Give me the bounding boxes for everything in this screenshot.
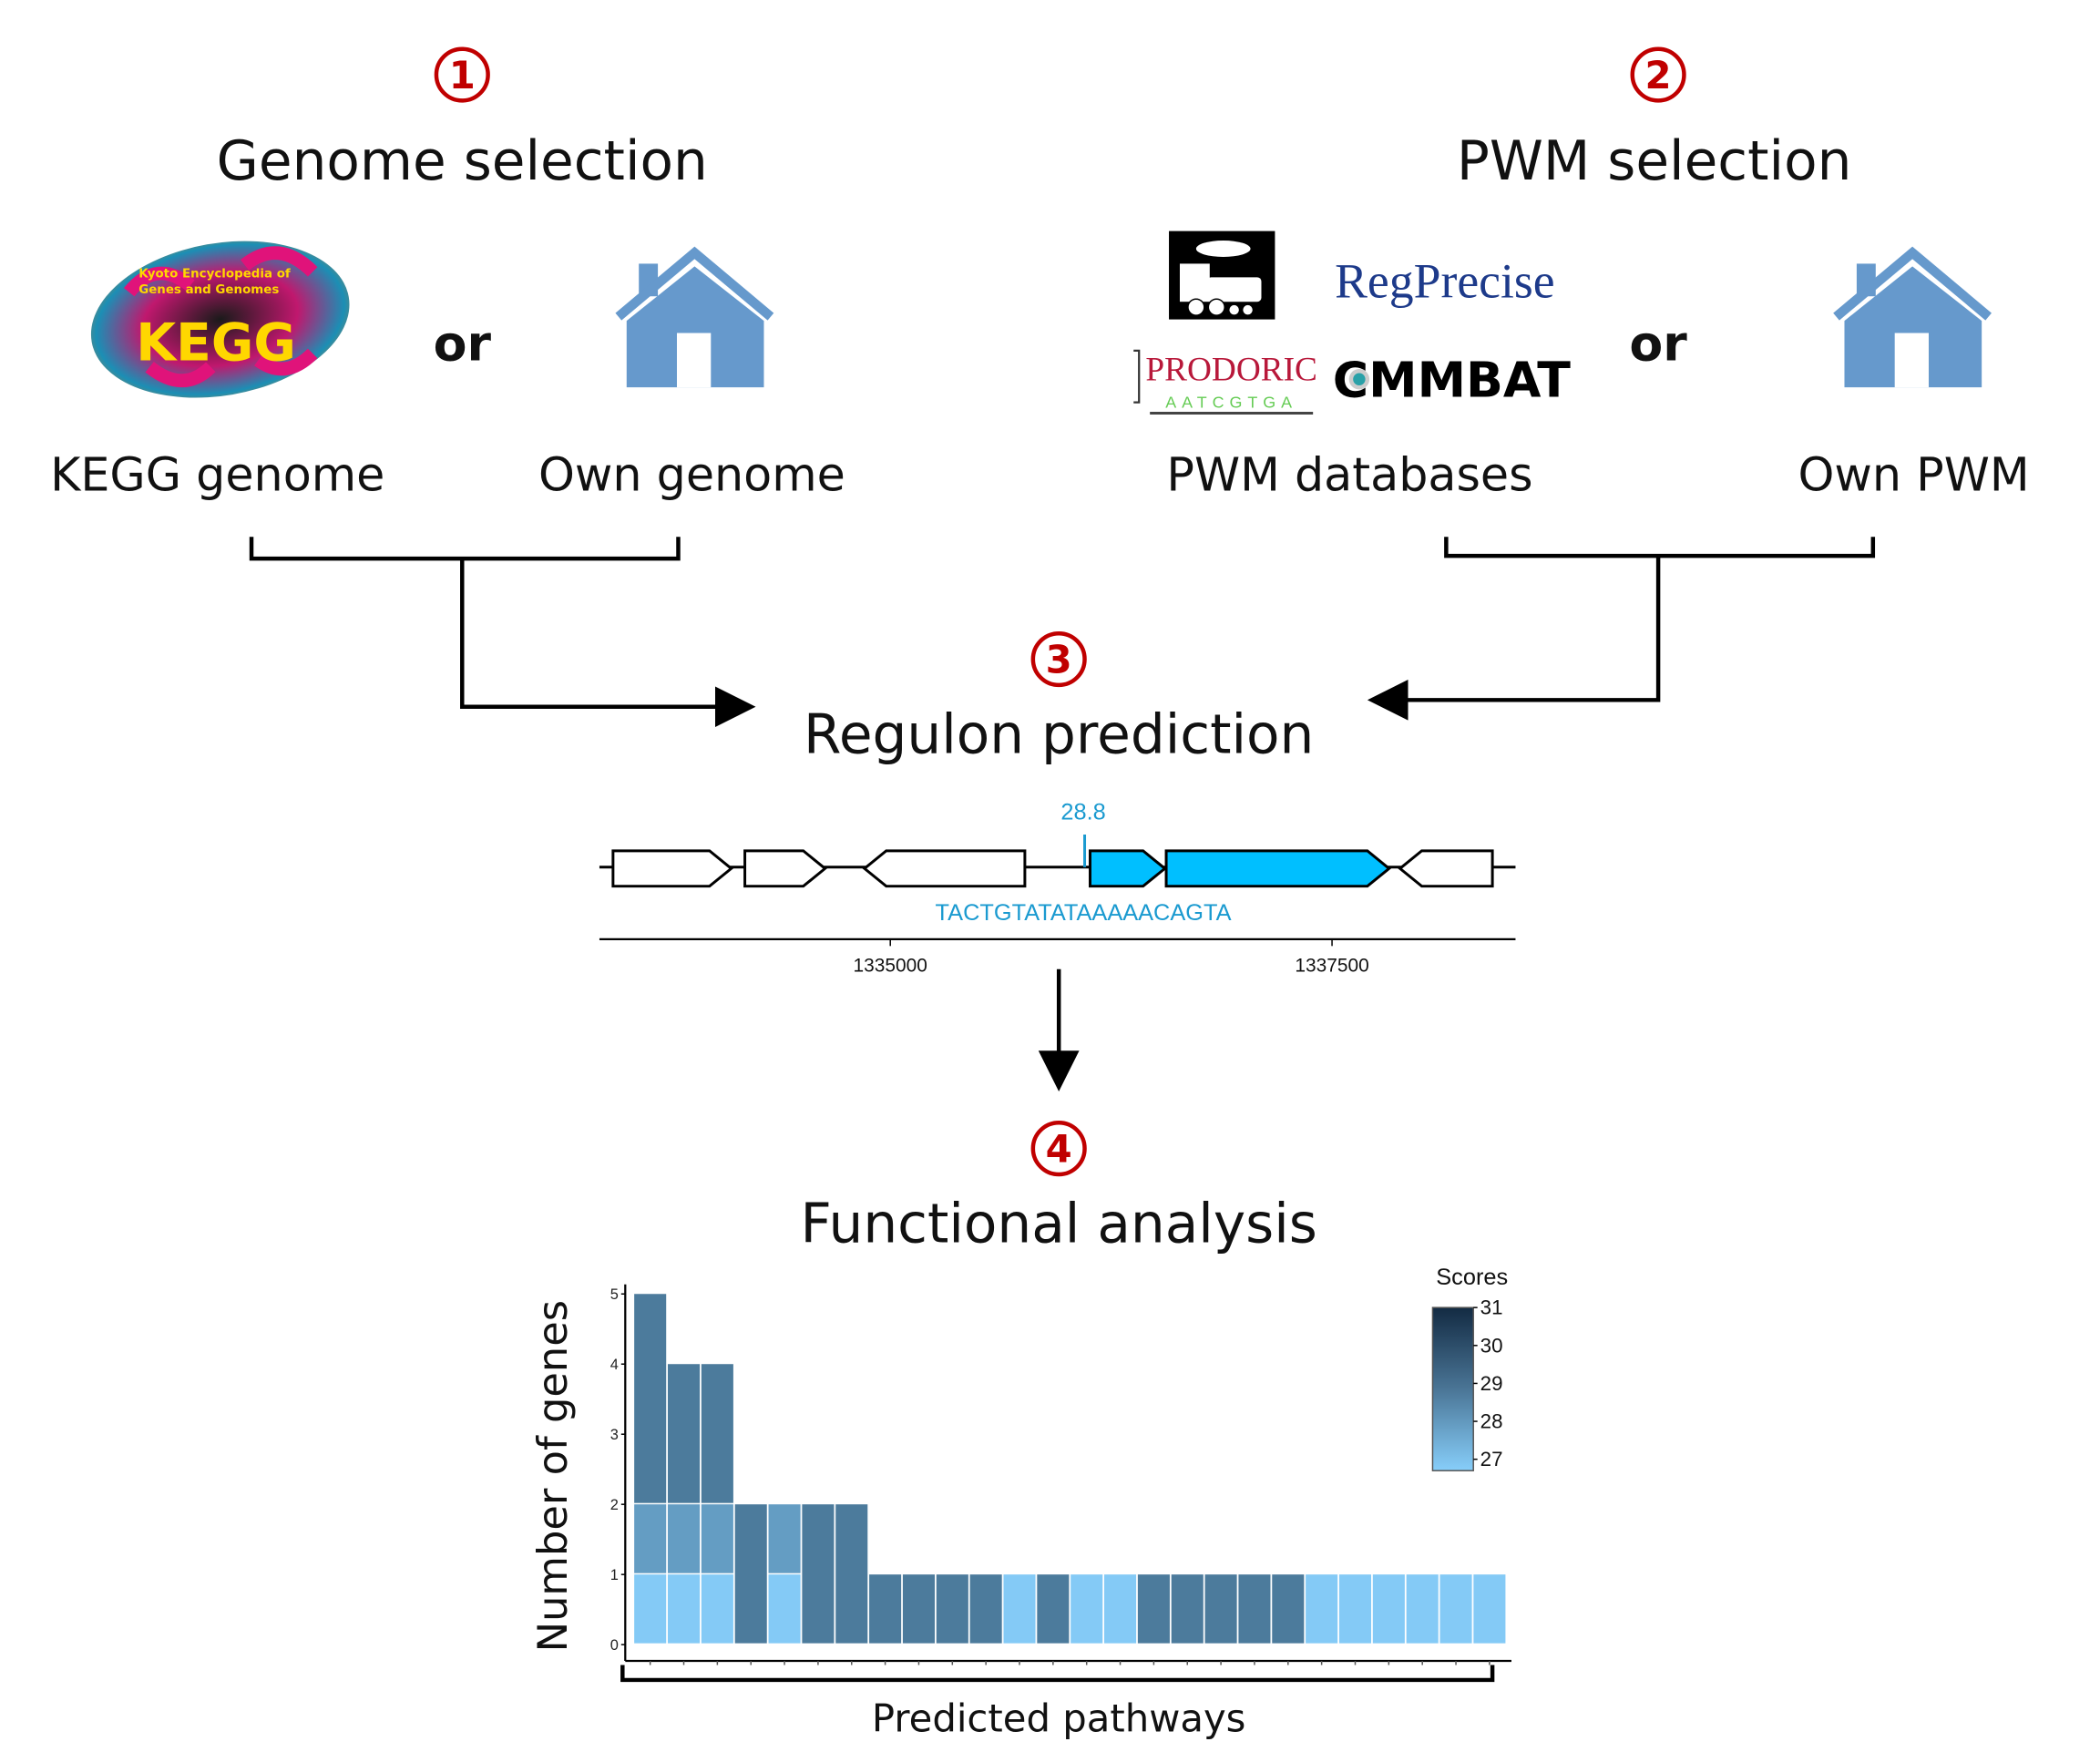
prodoric-motif: AATCGTGA (1165, 394, 1297, 412)
bar-segment (1372, 1574, 1405, 1644)
bar-segment (1070, 1574, 1103, 1644)
own-pwm-label: Own PWM (1798, 448, 2029, 502)
step-title: Regulon prediction (804, 703, 1314, 766)
bracket-arrow (249, 537, 748, 706)
site-sequence: TACTGTATATAAAAACAGTA (936, 900, 1232, 926)
step-title: PWM selection (1457, 130, 1852, 193)
pathways-bracket (620, 1665, 1495, 1683)
bar-segment (1104, 1574, 1137, 1644)
regulated-gene-arrow (1089, 849, 1167, 888)
bar-segment (1137, 1574, 1170, 1644)
or-text: or (1629, 314, 1687, 372)
y-axis-label: Number of genes (528, 1300, 577, 1653)
kegg-logo: Kyoto Encyclopedia of Genes and Genomes … (90, 241, 350, 398)
bar-segment (1406, 1574, 1439, 1644)
bar-segment (835, 1504, 868, 1644)
or-text: or (434, 314, 492, 372)
y-tick-label: 4 (610, 1357, 619, 1373)
bar-segment (701, 1574, 733, 1644)
bar-segment (634, 1574, 667, 1644)
legend-tick-label: 29 (1480, 1372, 1503, 1395)
prodoric-logo: PRODORIC AATCGTGA (1133, 349, 1317, 415)
y-tick-label: 3 (610, 1427, 619, 1443)
step-number: 4 (1046, 1127, 1072, 1172)
train-logo-icon (1169, 231, 1275, 320)
regprecise-logo: RegPrecise (1335, 254, 1555, 309)
legend-tick-label: 31 (1480, 1296, 1503, 1319)
bar-segment (768, 1574, 801, 1644)
bar-segment (1439, 1574, 1472, 1644)
axis-tick-label: 1337500 (1295, 956, 1368, 977)
regulated-gene-arrow (1164, 849, 1392, 888)
bar-segment (1003, 1574, 1036, 1644)
bar-segment (1037, 1574, 1070, 1644)
kegg-subtitle-2: Genes and Genomes (138, 283, 279, 297)
house-icon (615, 246, 774, 388)
own-genome-label: Own genome (538, 448, 845, 502)
bar-segment (936, 1574, 968, 1644)
step-number: 2 (1645, 53, 1672, 97)
legend-colorbar (1431, 1306, 1474, 1471)
axis-tick-label: 1335000 (854, 956, 927, 977)
bar-segment (1473, 1574, 1506, 1644)
bar-segment (734, 1504, 767, 1644)
kegg-subtitle-1: Kyoto Encyclopedia of (138, 267, 291, 281)
bar-segment (1204, 1574, 1237, 1644)
step-number: 1 (449, 53, 476, 97)
y-tick-label: 0 (610, 1637, 619, 1654)
step-number-circle (1030, 630, 1087, 688)
bar-segment (802, 1504, 835, 1644)
bar-segment (701, 1364, 733, 1503)
site-score: 28.8 (1060, 800, 1105, 825)
step-title: Genome selection (217, 130, 708, 193)
step-4-functional-analysis: 4 Functional analysis Number of genes Pr… (528, 1121, 1511, 1741)
bracket-arrow (1376, 537, 1876, 700)
gene-arrow (1398, 849, 1494, 888)
bar-segment (667, 1364, 701, 1503)
kegg-letters: KEGG (136, 312, 296, 373)
bar-segment (1238, 1574, 1271, 1644)
house-icon (1833, 246, 1992, 388)
gene-track: 28.8 TACTGTATATAAAAACAGTA 1335000 133750… (599, 800, 1516, 977)
bar-segment (667, 1574, 701, 1644)
legend-tick-label: 28 (1480, 1410, 1503, 1433)
step-number: 3 (1046, 637, 1072, 681)
step-number-circle (434, 46, 490, 103)
bar-chart: Number of genes Predicted pathways Score… (528, 1265, 1511, 1741)
gene-arrow (611, 849, 734, 888)
step-1-genome-selection: 1 Genome selection Kyoto Encyclopedia of… (50, 46, 845, 707)
bar-segment (969, 1574, 1002, 1644)
bar-segment (701, 1504, 733, 1573)
y-tick-label: 5 (610, 1286, 619, 1303)
gene-arrow (743, 849, 827, 888)
bar-segment (634, 1504, 667, 1573)
gene-arrow (862, 849, 1027, 888)
y-tick-label: 2 (610, 1497, 619, 1513)
step-2-pwm-selection: 2 PWM selection RegPrecise PRODORIC AATC… (1133, 46, 2030, 701)
step-title: Functional analysis (801, 1194, 1317, 1256)
legend-tick-label: 30 (1480, 1334, 1503, 1357)
bar-segment (1171, 1574, 1204, 1644)
legend-tick-label: 27 (1480, 1448, 1503, 1470)
bar-segment (869, 1574, 902, 1644)
bar-segment (768, 1504, 801, 1573)
cmmbat-logo: CMMBAT (1333, 352, 1572, 409)
legend-title: Scores (1436, 1265, 1508, 1290)
step-number-circle (1630, 46, 1686, 103)
kegg-genome-label: KEGG genome (50, 448, 384, 502)
bar-segment (634, 1294, 667, 1503)
y-tick-label: 1 (610, 1567, 619, 1583)
prodoric-name: PRODORIC (1145, 352, 1317, 389)
bar-segment (1338, 1574, 1372, 1644)
bar-segment (902, 1574, 935, 1644)
cmmbat-text: CMMBAT (1333, 352, 1572, 409)
step-number-circle (1030, 1121, 1087, 1177)
x-axis-label: Predicted pathways (872, 1696, 1246, 1741)
pwm-databases-label: PWM databases (1166, 448, 1532, 502)
bar-segment (1306, 1574, 1338, 1644)
bar-segment (667, 1504, 701, 1573)
step-3-regulon-prediction: 3 Regulon prediction 28.8 TACTGTATATAAAA… (599, 630, 1516, 1091)
bar-segment (1272, 1574, 1305, 1644)
